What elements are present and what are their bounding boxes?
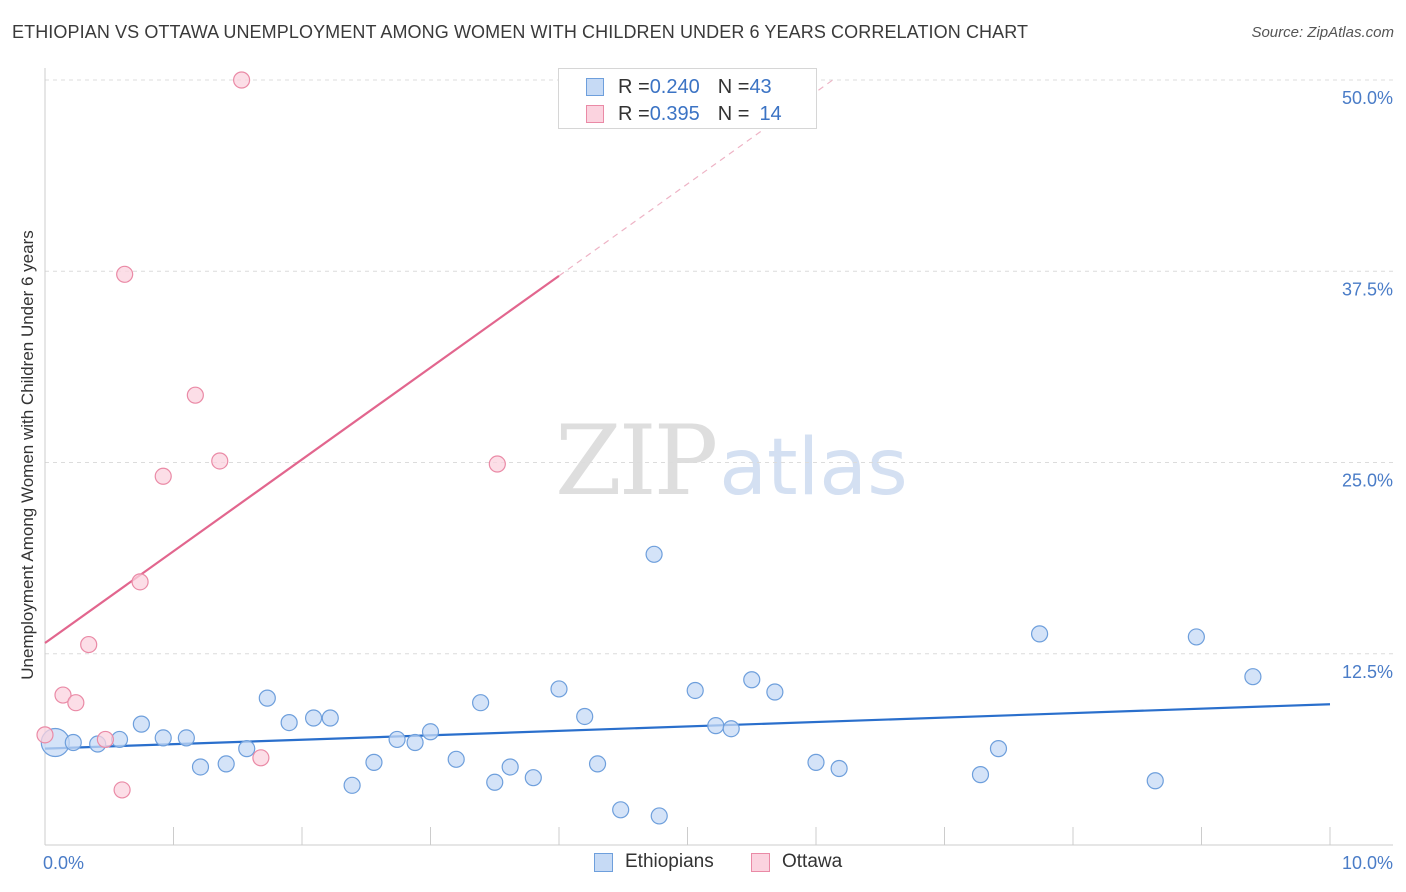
legend-r-label: R = <box>618 75 650 98</box>
point-ethiopians-10 <box>258 689 276 707</box>
point-ethiopians-14 <box>343 776 361 794</box>
point-ethiopians-16 <box>388 730 406 749</box>
trend-line-ottawa <box>44 274 560 644</box>
point-ethiopians-29 <box>650 807 668 825</box>
point-ethiopians-39 <box>1030 625 1049 643</box>
legend-swatch-ottawa <box>586 105 604 123</box>
series-legend-ethiopians[interactable]: Ethiopians <box>594 851 714 873</box>
trend-line-ethiopians <box>44 703 1331 750</box>
legend-r-label: R = <box>618 102 650 125</box>
point-ethiopians-42 <box>1244 668 1262 686</box>
point-ethiopians-34 <box>766 683 784 701</box>
series-legend-ottawa[interactable]: Ottawa <box>751 851 842 873</box>
y-tick-label-3: 50.0% <box>1342 88 1393 108</box>
point-ethiopians-25 <box>576 707 594 726</box>
point-ethiopians-22 <box>501 758 519 776</box>
point-ethiopians-33 <box>743 671 761 689</box>
legend-n-value-ethiopians: 43 <box>749 75 772 98</box>
point-ethiopians-20 <box>472 694 490 712</box>
point-ethiopians-7 <box>191 758 210 776</box>
legend-r-value-ethiopians: 0.240 <box>649 75 700 98</box>
point-ottawa-0 <box>36 726 54 744</box>
point-ethiopians-18 <box>421 723 440 741</box>
point-ethiopians-6 <box>177 729 195 747</box>
correlation-legend: R = 0.240 N = 43 R = 0.395 N = 14 <box>558 68 817 129</box>
point-ethiopians-41 <box>1187 628 1205 646</box>
point-ethiopians-1 <box>64 733 82 752</box>
point-ethiopians-40 <box>1146 772 1164 790</box>
legend-n-label: N = <box>717 102 750 125</box>
point-ethiopians-38 <box>989 740 1008 758</box>
point-ethiopians-8 <box>217 755 235 773</box>
trend-lines <box>44 79 1331 750</box>
point-ottawa-7 <box>131 573 149 591</box>
series-swatch-ethiopians <box>594 852 613 872</box>
point-ethiopians-21 <box>486 773 504 791</box>
point-ethiopians-11 <box>280 713 298 732</box>
point-ottawa-6 <box>116 265 134 283</box>
point-ottawa-2 <box>67 694 85 712</box>
point-ottawa-8 <box>154 467 172 485</box>
point-ottawa-12 <box>252 749 270 767</box>
point-ethiopians-30 <box>686 681 704 700</box>
y-tick-label-2: 37.5% <box>1342 279 1393 299</box>
point-ethiopians-23 <box>524 769 542 787</box>
point-ethiopians-15 <box>365 753 383 771</box>
watermark: ZIPatlas <box>555 405 908 517</box>
series-legend: Ethiopians Ottawa <box>0 851 1406 877</box>
legend-row-ottawa: R = 0.395 N = 14 <box>586 102 782 126</box>
point-ethiopians-9 <box>238 740 256 758</box>
source-label: Source: ZipAtlas.com <box>1251 24 1394 41</box>
point-ottawa-10 <box>211 452 229 470</box>
series-label-ottawa: Ottawa <box>782 851 843 872</box>
x-tick-label-1: 10.0% <box>1342 853 1393 873</box>
chart-title: ETHIOPIAN VS OTTAWA UNEMPLOYMENT AMONG W… <box>12 22 1029 42</box>
point-ottawa-3 <box>80 635 98 654</box>
point-ethiopians-4 <box>132 715 150 733</box>
legend-r-value-ottawa: 0.395 <box>649 102 700 125</box>
point-ethiopians-31 <box>707 717 725 735</box>
point-ethiopians-35 <box>807 753 825 771</box>
point-ethiopians-28 <box>645 545 663 563</box>
point-ethiopians-5 <box>154 729 172 747</box>
x-tick-label-0: 0.0% <box>43 853 84 873</box>
point-ethiopians-27 <box>612 801 630 819</box>
point-ethiopians-32 <box>722 720 740 738</box>
point-ethiopians-19 <box>447 750 465 768</box>
point-ethiopians-13 <box>321 709 339 727</box>
point-ottawa-13 <box>488 455 506 473</box>
point-ottawa-4 <box>96 730 114 749</box>
point-ethiopians-36 <box>830 759 848 778</box>
data-points <box>36 71 1262 825</box>
point-ethiopians-12 <box>304 709 323 727</box>
series-label-ethiopians: Ethiopians <box>625 851 714 872</box>
legend-swatch-ethiopians <box>586 78 604 96</box>
y-axis-label: Unemployment Among Women with Children U… <box>18 230 37 679</box>
y-tick-label-0: 12.5% <box>1342 662 1393 682</box>
point-ottawa-11 <box>233 71 251 89</box>
point-ottawa-5 <box>113 781 131 799</box>
series-swatch-ottawa <box>751 852 770 872</box>
tick-labels: 12.5% 25.0% 37.5% 50.0% 0.0% 10.0% <box>43 88 1393 873</box>
legend-n-label: N = <box>717 75 750 98</box>
point-ethiopians-26 <box>588 755 607 773</box>
point-ethiopians-37 <box>971 766 990 784</box>
legend-n-value-ottawa: 14 <box>759 102 782 125</box>
point-ethiopians-24 <box>550 680 568 698</box>
point-ethiopians-17 <box>406 733 424 752</box>
point-ottawa-1 <box>54 686 72 704</box>
legend-row-ethiopians: R = 0.240 N = 43 <box>586 75 772 99</box>
point-ottawa-9 <box>186 386 204 404</box>
axes <box>44 68 1393 846</box>
watermark-atlas: atlas <box>719 423 908 513</box>
watermark-zip: ZIP <box>555 405 718 517</box>
y-tick-label-1: 25.0% <box>1342 471 1393 491</box>
gridlines <box>45 79 1393 655</box>
